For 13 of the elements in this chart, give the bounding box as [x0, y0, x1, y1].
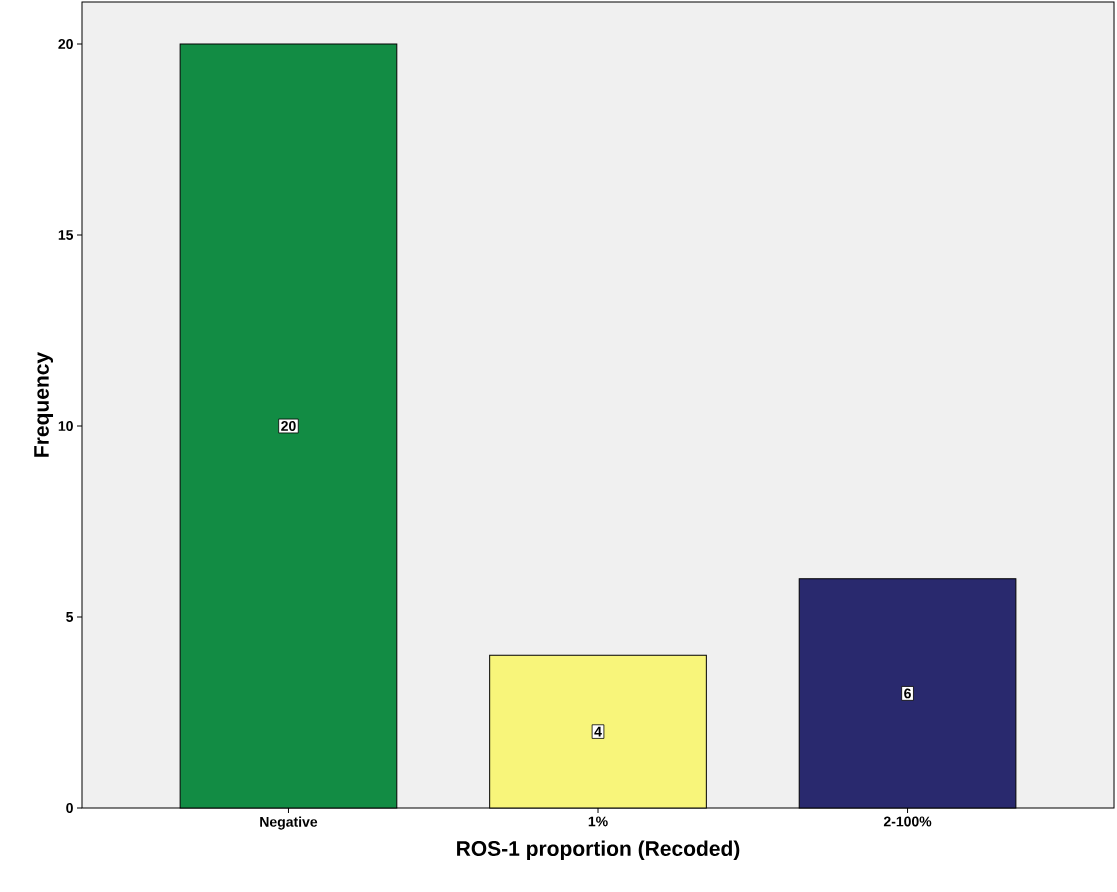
y-tick-label: 15 — [58, 230, 74, 240]
y-tick-label: 10 — [58, 421, 73, 431]
x-tick-label: 1% — [588, 816, 608, 827]
y-tick-label: 20 — [58, 39, 73, 49]
y-tick-label: 0 — [66, 803, 73, 813]
x-tick-label: Negative — [260, 816, 318, 830]
data-label: 6 — [904, 688, 911, 699]
x-axis-title: ROS-1 proportion (Recoded) — [457, 840, 740, 861]
y-axis-title: Frequency — [34, 352, 54, 457]
data-label: 20 — [281, 421, 296, 431]
x-tick-label: 2-100% — [883, 816, 932, 827]
y-tick-label: 5 — [66, 612, 74, 622]
data-label: 4 — [594, 726, 602, 737]
